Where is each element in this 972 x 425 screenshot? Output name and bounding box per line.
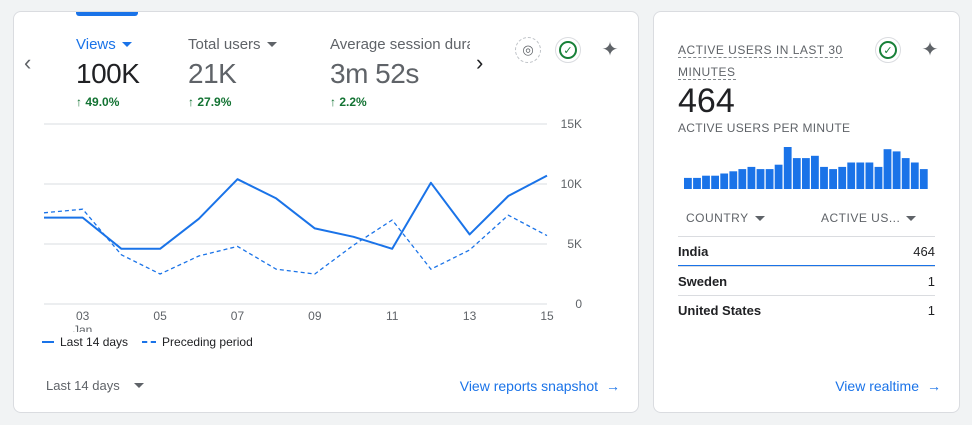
arrow-right-icon: → xyxy=(927,378,941,394)
per-minute-bar[interactable] xyxy=(910,162,919,190)
metric-change: ↑ 2.2% xyxy=(330,95,367,109)
per-minute-bar[interactable] xyxy=(838,166,847,189)
per-minute-bar[interactable] xyxy=(847,162,856,190)
per-minute-bar[interactable] xyxy=(756,169,765,189)
x-tick-label: 05 xyxy=(153,309,167,323)
per-minute-bar[interactable] xyxy=(747,166,756,189)
views-line-chart: 15K 10K 5K 0 03 05 07 09 11 13 15 Jan xyxy=(43,117,582,332)
per-minute-label: ACTIVE USERS PER MINUTE xyxy=(678,121,851,135)
chart-legend: Last 14 days Preceding period xyxy=(42,335,253,349)
per-minute-bar[interactable] xyxy=(892,151,901,189)
per-minute-bar[interactable] xyxy=(802,158,810,189)
metric-total-users[interactable]: Total users 21K ↑ 27.9% xyxy=(188,36,277,109)
caret-down-icon xyxy=(121,42,132,47)
check-icon[interactable]: ✓ xyxy=(875,37,901,63)
y-tick-label: 5K xyxy=(567,237,582,251)
caret-down-icon xyxy=(906,215,917,221)
per-minute-bar[interactable] xyxy=(820,166,828,189)
x-tick-label: 13 xyxy=(463,309,477,323)
active-metric-indicator xyxy=(76,12,138,16)
caret-down-icon xyxy=(266,42,277,47)
date-range-dropdown[interactable]: Last 14 days xyxy=(46,378,144,393)
date-range-label: Last 14 days xyxy=(46,378,120,393)
insights-icon[interactable]: ◎ xyxy=(515,37,541,63)
table-row[interactable]: Sweden 1 xyxy=(678,266,935,295)
per-minute-bar[interactable] xyxy=(684,177,692,189)
legend-item-current: Last 14 days xyxy=(42,335,128,349)
metric-value: 100K xyxy=(76,58,140,89)
x-tick-label: 09 xyxy=(308,309,322,323)
metric-views[interactable]: Views 100K ↑ 49.0% xyxy=(76,36,140,109)
caret-down-icon xyxy=(133,383,144,388)
metric-value: 21K xyxy=(188,58,237,89)
legend-dashed-line-icon xyxy=(142,341,157,343)
previous-metric-arrow[interactable]: ‹ xyxy=(24,50,32,75)
arrow-up-icon: ↑ xyxy=(76,95,82,109)
per-minute-bar[interactable] xyxy=(883,149,892,189)
x-tick-label: 11 xyxy=(386,309,399,323)
check-icon[interactable]: ✓ xyxy=(555,37,581,63)
sparkle-icon[interactable]: ✦ xyxy=(921,38,939,61)
metric-label: Total users xyxy=(188,36,277,53)
metric-label: Average session dura xyxy=(330,36,470,53)
next-metric-arrow[interactable]: › xyxy=(476,50,484,75)
arrow-right-icon: → xyxy=(606,378,620,394)
per-minute-bar[interactable] xyxy=(865,162,874,190)
metric-label-text: Average session dura xyxy=(330,36,470,53)
per-minute-bar[interactable] xyxy=(774,164,783,189)
metric-change: ↑ 27.9% xyxy=(188,95,232,109)
metric-label-text: Views xyxy=(76,36,116,53)
arrow-up-icon: ↑ xyxy=(188,95,194,109)
per-minute-bar[interactable] xyxy=(874,166,883,189)
table-row[interactable]: India 464 xyxy=(678,236,935,265)
x-tick-label: 07 xyxy=(231,309,245,323)
per-minute-bar[interactable] xyxy=(783,147,792,189)
caret-down-icon xyxy=(754,215,765,221)
metric-label: Views xyxy=(76,36,139,53)
x-tick-label: 15 xyxy=(540,309,554,323)
legend-item-preceding: Preceding period xyxy=(142,335,253,349)
arrow-up-icon: ↑ xyxy=(330,95,336,109)
series-line-last-14-days[interactable] xyxy=(44,174,548,250)
x-month-label: Jan xyxy=(73,323,92,332)
legend-solid-line-icon xyxy=(42,341,54,343)
y-tick-label: 15K xyxy=(561,117,582,131)
per-minute-bar-chart xyxy=(684,147,928,190)
metric-value: 3m 52s xyxy=(330,58,419,89)
per-minute-bar[interactable] xyxy=(792,158,801,189)
per-minute-bar[interactable] xyxy=(738,169,747,189)
sparkle-icon[interactable]: ✦ xyxy=(601,38,619,61)
per-minute-bar[interactable] xyxy=(702,175,710,189)
per-minute-bar[interactable] xyxy=(693,177,701,189)
metric-average-session-duration[interactable]: Average session dura 3m 52s ↑ 2.2% xyxy=(330,36,470,109)
per-minute-bar[interactable] xyxy=(901,158,910,189)
table-row[interactable]: United States 1 xyxy=(678,295,935,324)
metric-change: ↑ 49.0% xyxy=(76,95,120,109)
per-minute-bar[interactable] xyxy=(711,175,719,189)
per-minute-bar[interactable] xyxy=(729,171,738,189)
y-tick-label: 0 xyxy=(575,297,582,311)
series-line-preceding-period[interactable] xyxy=(43,208,548,275)
column-header-country[interactable]: COUNTRY xyxy=(686,211,765,225)
per-minute-bar[interactable] xyxy=(856,162,865,190)
per-minute-bar[interactable] xyxy=(811,155,819,189)
active-users-count: 464 xyxy=(678,82,735,120)
per-minute-bar[interactable] xyxy=(765,169,774,189)
view-reports-snapshot-link[interactable]: View reports snapshot → xyxy=(459,378,620,394)
column-header-active-users[interactable]: ACTIVE US... xyxy=(821,211,917,225)
y-tick-label: 10K xyxy=(561,177,582,191)
per-minute-bar[interactable] xyxy=(720,173,729,190)
per-minute-bar[interactable] xyxy=(829,169,837,189)
metric-label-text: Total users xyxy=(188,36,261,53)
per-minute-bar[interactable] xyxy=(919,169,928,189)
reports-snapshot-card: ‹ Views 100K ↑ 49.0% Total users 21K ↑ 2… xyxy=(13,11,639,413)
x-tick-label: 03 xyxy=(76,309,90,323)
realtime-title[interactable]: ACTIVE USERS IN LAST 30 MINUTES xyxy=(678,43,843,80)
realtime-card: ACTIVE USERS IN LAST 30 MINUTES ✓ ✦ 464 … xyxy=(653,11,960,413)
view-realtime-link[interactable]: View realtime → xyxy=(835,378,941,394)
